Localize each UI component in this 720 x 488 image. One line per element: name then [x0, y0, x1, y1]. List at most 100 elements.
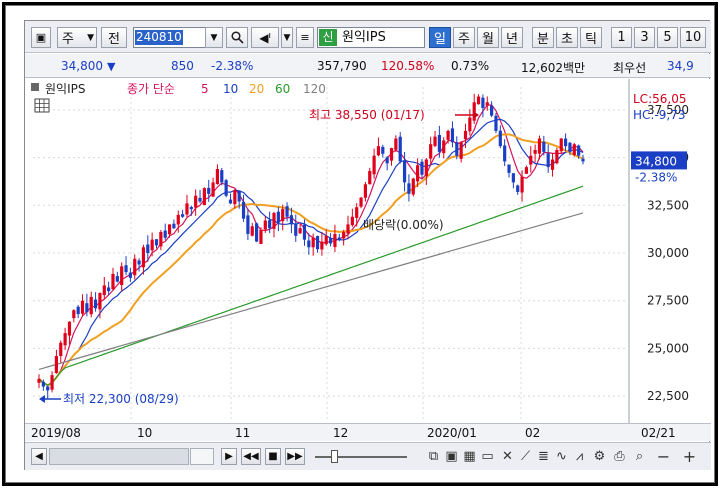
chart-menu-icon[interactable]: ▣ — [31, 27, 51, 48]
copy-icon[interactable]: ⧉ — [428, 449, 439, 464]
candle-body — [516, 185, 520, 192]
scroll-thumb[interactable] — [190, 448, 214, 465]
stop-icon[interactable]: ■ — [265, 448, 281, 465]
period-tab-6[interactable]: 틱 — [580, 27, 602, 48]
candle-body — [572, 144, 576, 156]
candle-body — [385, 157, 389, 164]
candle-body — [498, 130, 502, 147]
period-tab-3[interactable]: 년 — [501, 27, 523, 48]
best-price: 34,9 — [667, 59, 694, 73]
crosshair-icon[interactable]: ✕ — [502, 449, 513, 464]
candle-body — [137, 260, 141, 265]
candle-body — [507, 164, 511, 173]
candle-body — [159, 232, 163, 247]
scroll-left-icon[interactable]: ◀ — [31, 448, 47, 465]
candle-body — [577, 145, 581, 156]
candle-body — [529, 155, 533, 165]
high-arrow-head-icon — [473, 111, 479, 119]
rewind-icon[interactable]: ◀◀ — [241, 448, 261, 465]
candle-body — [115, 276, 119, 282]
scroll-track[interactable] — [49, 448, 189, 465]
trend-line-icon[interactable]: ⟋ — [520, 449, 531, 464]
interval-button-3[interactable]: 10 — [680, 27, 706, 48]
candle-body — [363, 184, 367, 198]
current-price-label: 34,800 — [635, 154, 677, 168]
zoom-search-icon[interactable]: ⌕ — [635, 449, 644, 464]
candle-body — [398, 136, 402, 162]
candle-body — [246, 215, 250, 234]
low-price-annotation: 최저 22,300 (08/29) — [63, 392, 179, 406]
ma-line-10 — [38, 118, 584, 386]
candle-body — [537, 138, 542, 154]
candle-body — [307, 240, 311, 248]
stock-name-field[interactable]: 원익IPS — [317, 27, 425, 48]
candle-body — [320, 241, 324, 250]
code-dropdown-chevron-icon[interactable]: ▼ — [205, 27, 223, 48]
candle-body — [324, 235, 328, 245]
period-tab-4[interactable]: 분 — [532, 27, 554, 48]
candle-body — [389, 148, 394, 161]
candlestick-chart-svg: 22,50025,00027,50030,00032,50035,00037,5… — [31, 79, 711, 423]
x-tick-label-2: 11 — [235, 426, 251, 440]
pattern-icon[interactable]: ⩘ — [575, 449, 584, 464]
candle-body — [281, 209, 285, 222]
interval-button-0[interactable]: 1 — [611, 27, 632, 48]
candle-body — [568, 142, 572, 152]
speaker-icon[interactable]: ◀ᑊ — [251, 27, 279, 48]
zoom-in-icon[interactable]: + — [682, 447, 697, 466]
candle-body — [93, 299, 98, 309]
period-tab-2[interactable]: 월 — [477, 27, 499, 48]
ma-line-5 — [38, 104, 584, 386]
candle-body — [289, 215, 294, 225]
price-chart[interactable]: 22,50025,00027,50030,00032,50035,00037,5… — [25, 79, 711, 423]
settings-icon[interactable]: ⚙ — [593, 449, 606, 464]
candle-body — [416, 165, 420, 182]
y-tick-label: 25,000 — [647, 341, 689, 355]
y-tick-label: 30,000 — [647, 246, 689, 260]
candle-body — [102, 285, 106, 296]
layout-icon[interactable]: ▣ — [445, 449, 458, 464]
zoom-slider-track[interactable] — [315, 456, 407, 458]
scroll-right-icon[interactable]: ▶ — [221, 448, 237, 465]
candle-body — [581, 158, 585, 162]
period-tab-1[interactable]: 주 — [453, 27, 475, 48]
interval-button-1[interactable]: 3 — [634, 27, 655, 48]
candle-body — [85, 303, 89, 313]
period-tab-5[interactable]: 초 — [556, 27, 578, 48]
window-icon[interactable]: ▭ — [481, 449, 494, 464]
interval-button-2[interactable]: 5 — [657, 27, 678, 48]
low-arrow-head-icon — [39, 395, 45, 403]
candle-body — [198, 197, 202, 202]
x-tick-label-1: 10 — [137, 426, 153, 440]
candle-body — [76, 306, 80, 315]
zoom-slider-handle[interactable] — [331, 450, 338, 463]
y-tick-label: 37,500 — [647, 103, 689, 117]
fast-forward-icon[interactable]: ▶▶ — [285, 448, 305, 465]
print-icon[interactable]: ⎙ — [614, 449, 625, 464]
market-select[interactable]: 주 ▼ — [57, 27, 97, 48]
price-change: 850 — [171, 59, 194, 73]
wave-icon[interactable]: ∿ — [556, 449, 567, 464]
period-tab-0[interactable]: 일 — [429, 27, 451, 48]
x-tick-label-3: 12 — [333, 426, 349, 440]
candle-body — [407, 183, 411, 194]
candle-body — [63, 333, 67, 346]
current-price: 34,800 — [61, 59, 103, 73]
grid-icon[interactable]: ▦ — [463, 449, 476, 464]
candle-body — [402, 160, 407, 183]
candle-body — [189, 207, 193, 210]
candle-body — [494, 115, 498, 131]
fibonacci-icon[interactable]: ≣ — [538, 449, 549, 464]
candle-body — [133, 258, 137, 276]
quote-info-bar: 34,800 ▼ 850 -2.38% 357,790 120.58% 0.73… — [25, 54, 711, 78]
search-icon[interactable] — [226, 27, 248, 48]
candle-body — [350, 216, 354, 226]
candle-body — [437, 135, 441, 152]
zoom-out-icon[interactable]: − — [656, 447, 671, 466]
stock-code-input[interactable]: 240810 — [133, 27, 219, 48]
menu-icon[interactable]: ≡ — [296, 27, 314, 48]
prev-button[interactable]: 전 — [101, 27, 127, 48]
candle-body — [220, 170, 224, 183]
speaker-dropdown-chevron-icon[interactable]: ▼ — [281, 27, 293, 48]
candle-body — [559, 138, 563, 152]
